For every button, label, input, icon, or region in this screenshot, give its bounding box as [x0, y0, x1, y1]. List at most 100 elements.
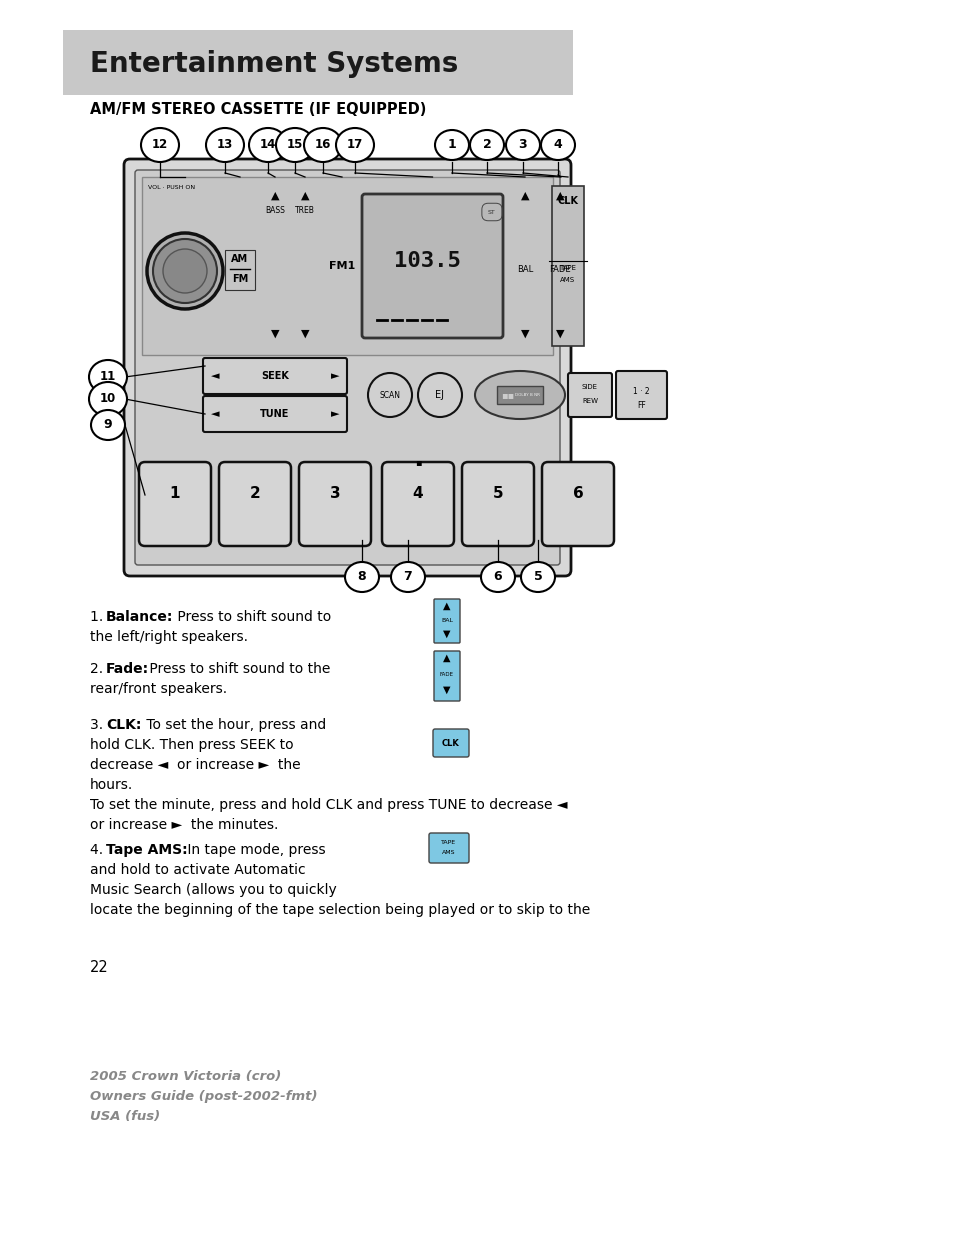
Text: TAPE: TAPE [558, 266, 576, 270]
Text: 1.: 1. [90, 610, 108, 624]
Text: 13: 13 [216, 138, 233, 152]
Text: ST: ST [488, 210, 496, 215]
Text: FM: FM [232, 274, 248, 284]
Text: ▼: ▼ [443, 629, 450, 638]
Text: ▼: ▼ [271, 329, 279, 338]
Text: 7: 7 [403, 571, 412, 583]
Ellipse shape [89, 359, 127, 394]
Text: the left/right speakers.: the left/right speakers. [90, 630, 248, 643]
FancyBboxPatch shape [135, 170, 559, 564]
Text: 4: 4 [413, 485, 423, 500]
FancyBboxPatch shape [433, 729, 469, 757]
FancyBboxPatch shape [497, 387, 542, 404]
FancyBboxPatch shape [124, 159, 571, 576]
Text: ▲: ▲ [443, 653, 450, 663]
Text: BAL: BAL [440, 618, 453, 622]
Text: ▲: ▲ [443, 601, 450, 611]
Text: ▲: ▲ [556, 191, 563, 201]
Text: 6: 6 [572, 485, 583, 500]
Text: BASS: BASS [265, 206, 285, 215]
FancyBboxPatch shape [429, 832, 469, 863]
Text: 22: 22 [90, 960, 109, 974]
FancyBboxPatch shape [203, 358, 347, 394]
Ellipse shape [335, 128, 374, 162]
Text: TREB: TREB [294, 206, 314, 215]
Text: 14: 14 [259, 138, 276, 152]
Text: REW: REW [581, 398, 598, 404]
Text: ▼: ▼ [443, 685, 450, 695]
Ellipse shape [141, 128, 179, 162]
Circle shape [368, 373, 412, 417]
Text: 5: 5 [533, 571, 542, 583]
FancyBboxPatch shape [541, 462, 614, 546]
Text: ◄: ◄ [211, 370, 219, 382]
Text: ▪: ▪ [415, 457, 421, 467]
FancyBboxPatch shape [434, 599, 459, 643]
Ellipse shape [475, 370, 564, 419]
Text: 12: 12 [152, 138, 168, 152]
Text: ◄: ◄ [211, 409, 219, 419]
Text: BAL: BAL [517, 264, 533, 273]
FancyBboxPatch shape [552, 186, 583, 346]
Text: USA (fus): USA (fus) [90, 1110, 160, 1123]
Text: FADE: FADE [549, 264, 570, 273]
Text: To set the minute, press and hold CLK and press TUNE to decrease ◄: To set the minute, press and hold CLK an… [90, 798, 567, 811]
Ellipse shape [391, 562, 424, 592]
Text: FF: FF [637, 400, 645, 410]
Text: Entertainment Systems: Entertainment Systems [90, 49, 457, 78]
Text: ▲: ▲ [300, 191, 309, 201]
Text: Press to shift sound to: Press to shift sound to [172, 610, 331, 624]
FancyBboxPatch shape [567, 373, 612, 417]
Ellipse shape [505, 130, 539, 161]
Text: Music Search (allows you to quickly: Music Search (allows you to quickly [90, 883, 336, 897]
Ellipse shape [304, 128, 341, 162]
Text: In tape mode, press: In tape mode, press [183, 844, 325, 857]
Text: 11: 11 [100, 370, 116, 384]
Text: SCAN: SCAN [379, 390, 400, 399]
FancyBboxPatch shape [381, 462, 454, 546]
Ellipse shape [435, 130, 469, 161]
Text: 3: 3 [518, 138, 527, 152]
Ellipse shape [480, 562, 515, 592]
FancyBboxPatch shape [298, 462, 371, 546]
Ellipse shape [520, 562, 555, 592]
Text: 6: 6 [493, 571, 502, 583]
Text: 2: 2 [250, 485, 260, 500]
Text: 3: 3 [330, 485, 340, 500]
Text: 16: 16 [314, 138, 331, 152]
Text: 9: 9 [104, 419, 112, 431]
Text: ▼: ▼ [556, 329, 563, 338]
Text: CLK:: CLK: [106, 718, 141, 732]
Text: hours.: hours. [90, 778, 133, 792]
Text: rear/front speakers.: rear/front speakers. [90, 682, 227, 697]
FancyBboxPatch shape [203, 396, 347, 432]
FancyBboxPatch shape [142, 177, 553, 354]
Text: CLK: CLK [441, 739, 459, 747]
Text: 103.5: 103.5 [394, 251, 460, 270]
Text: SEEK: SEEK [261, 370, 289, 382]
Circle shape [147, 233, 223, 309]
Text: SIDE: SIDE [581, 384, 598, 390]
Text: 15: 15 [287, 138, 303, 152]
Circle shape [163, 249, 207, 293]
Text: FADE: FADE [439, 672, 454, 677]
Text: 1: 1 [447, 138, 456, 152]
Ellipse shape [540, 130, 575, 161]
Text: ►: ► [331, 409, 339, 419]
Ellipse shape [91, 410, 125, 440]
FancyBboxPatch shape [361, 194, 502, 338]
Text: 3.: 3. [90, 718, 108, 732]
Text: ▲: ▲ [271, 191, 279, 201]
FancyBboxPatch shape [219, 462, 291, 546]
Text: 2.: 2. [90, 662, 108, 676]
Text: decrease ◄  or increase ►  the: decrease ◄ or increase ► the [90, 758, 300, 772]
FancyBboxPatch shape [63, 30, 573, 95]
Text: DOLBY B NR: DOLBY B NR [515, 393, 540, 396]
Text: ▼: ▼ [520, 329, 529, 338]
Text: 5: 5 [492, 485, 503, 500]
Ellipse shape [206, 128, 244, 162]
Text: or increase ►  the minutes.: or increase ► the minutes. [90, 818, 278, 832]
Text: locate the beginning of the tape selection being played or to skip to the: locate the beginning of the tape selecti… [90, 903, 590, 918]
Ellipse shape [470, 130, 503, 161]
Text: TUNE: TUNE [260, 409, 290, 419]
